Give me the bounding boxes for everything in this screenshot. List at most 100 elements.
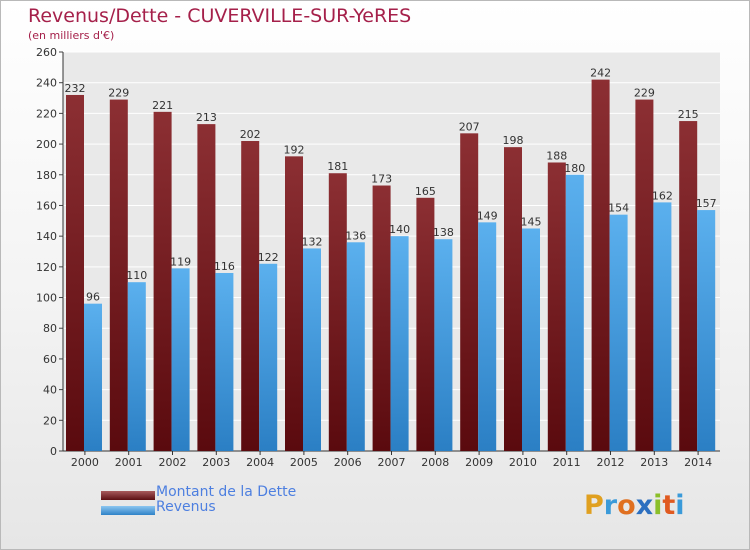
- logo-letter: P: [584, 490, 604, 521]
- data-label-debt: 173: [371, 173, 392, 186]
- x-tick-label: 2014: [684, 456, 712, 469]
- y-tick-label: 180: [36, 169, 57, 182]
- data-label-revenue: 96: [86, 291, 100, 304]
- x-tick-label: 2007: [378, 456, 406, 469]
- data-label-revenue: 122: [258, 251, 279, 264]
- bar-debt: [460, 133, 479, 452]
- x-tick-label: 2012: [597, 456, 625, 469]
- y-tick-label: 160: [36, 199, 57, 212]
- data-label-debt: 198: [503, 134, 524, 147]
- bar-revenue: [346, 242, 365, 451]
- bar-revenue: [565, 174, 584, 451]
- data-label-revenue: 132: [302, 235, 323, 248]
- x-tick-label: 2011: [553, 456, 581, 469]
- bar-debt: [679, 121, 698, 452]
- bar-revenue: [84, 303, 102, 451]
- x-tick-label: 2010: [509, 456, 537, 469]
- x-tick-label: 2004: [246, 456, 274, 469]
- data-label-debt: 165: [415, 185, 436, 198]
- bar-revenue: [390, 236, 409, 451]
- bar-revenue: [215, 272, 234, 451]
- bar-revenue: [303, 248, 321, 451]
- data-label-revenue: 140: [389, 223, 410, 236]
- x-tick-label: 2008: [421, 456, 449, 469]
- bar-debt: [504, 147, 522, 451]
- data-label-revenue: 138: [433, 226, 454, 239]
- x-tick-label: 2009: [465, 456, 493, 469]
- data-label-revenue: 145: [521, 215, 542, 228]
- x-tick-label: 2013: [640, 456, 668, 469]
- x-tick-label: 2006: [334, 456, 362, 469]
- data-label-debt: 232: [65, 82, 86, 95]
- data-label-revenue: 149: [477, 209, 498, 222]
- y-tick-label: 140: [36, 230, 57, 243]
- bar-revenue: [434, 239, 453, 451]
- logo-letter: i: [653, 490, 663, 521]
- bar-debt: [153, 111, 172, 451]
- data-label-revenue: 157: [696, 197, 717, 210]
- data-label-revenue: 180: [564, 162, 585, 175]
- bar-debt: [328, 173, 347, 451]
- x-tick-label: 2003: [202, 456, 230, 469]
- y-tick-label: 240: [36, 77, 57, 90]
- legend-label-debt: Montant de la Dette: [156, 484, 297, 500]
- y-tick-label: 0: [50, 445, 57, 458]
- y-tick-label: 200: [36, 138, 57, 151]
- bar-revenue: [653, 202, 672, 451]
- bar-debt: [635, 99, 654, 452]
- data-label-revenue: 162: [652, 189, 673, 202]
- bar-revenue: [171, 268, 190, 451]
- y-tick-label: 20: [43, 414, 57, 427]
- bar-debt: [109, 99, 128, 452]
- bar-revenue: [478, 222, 497, 451]
- bar-revenue: [259, 263, 278, 451]
- bar-debt: [416, 197, 435, 451]
- data-label-debt: 207: [459, 120, 480, 133]
- x-tick-label: 2001: [115, 456, 143, 469]
- x-tick-label: 2000: [71, 456, 99, 469]
- data-label-debt: 242: [590, 67, 611, 80]
- bar-debt: [591, 79, 610, 451]
- data-label-revenue: 154: [608, 202, 629, 215]
- bar-revenue: [697, 210, 716, 451]
- data-label-debt: 181: [327, 160, 348, 173]
- bar-debt: [547, 162, 566, 451]
- bar-debt: [197, 124, 216, 451]
- bar-revenue: [609, 214, 628, 451]
- bar-debt: [285, 156, 303, 451]
- y-tick-label: 80: [43, 322, 57, 335]
- legend-swatch-debt: [101, 491, 155, 500]
- chart-title: Revenus/Dette - CUVERVILLE-SUR-YeRES: [28, 5, 412, 27]
- bar-revenue: [127, 282, 146, 451]
- data-label-debt: 213: [196, 111, 217, 124]
- x-tick-label: 2005: [290, 456, 318, 469]
- y-tick-label: 40: [43, 384, 57, 397]
- data-label-debt: 215: [678, 108, 699, 121]
- y-tick-label: 260: [36, 46, 57, 59]
- bar-debt: [66, 94, 84, 451]
- bar-debt: [372, 185, 391, 451]
- data-label-revenue: 119: [170, 255, 191, 268]
- data-label-revenue: 136: [345, 229, 366, 242]
- data-label-revenue: 110: [126, 269, 147, 282]
- data-label-debt: 188: [546, 149, 567, 162]
- bar-debt: [241, 141, 260, 451]
- legend-swatch-revenue: [101, 506, 155, 515]
- data-label-debt: 221: [152, 99, 173, 112]
- data-label-debt: 229: [108, 87, 129, 100]
- y-tick-label: 100: [36, 292, 57, 305]
- logo-letter: x: [635, 490, 654, 521]
- y-tick-label: 120: [36, 261, 57, 274]
- data-label-debt: 229: [634, 87, 655, 100]
- chart-subtitle: (en milliers d'€): [28, 29, 115, 42]
- y-tick-label: 60: [43, 353, 57, 366]
- x-tick-label: 2002: [159, 456, 187, 469]
- logo-letter: t: [662, 490, 676, 521]
- data-label-revenue: 116: [214, 260, 235, 273]
- logo-letter: r: [603, 490, 618, 521]
- logo-letter: i: [675, 490, 685, 521]
- bar-revenue: [522, 228, 540, 451]
- proxiti-logo: Proxiti: [584, 490, 685, 521]
- y-tick-label: 220: [36, 107, 57, 120]
